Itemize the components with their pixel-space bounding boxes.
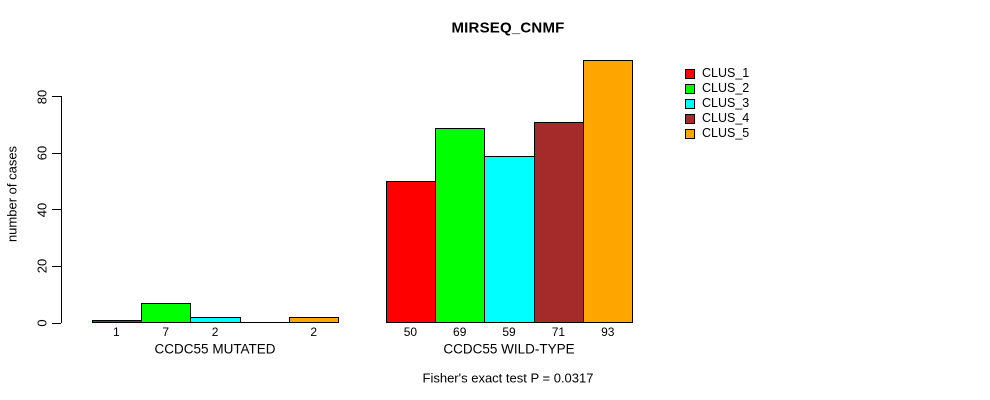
bar-clus_3-mutated <box>190 317 241 323</box>
legend-swatch-icon <box>685 128 695 139</box>
bar-clus_3-wildtype <box>484 155 535 323</box>
y-tick-label: 60 <box>34 145 50 161</box>
legend: CLUS_1 CLUS_2 CLUS_3 CLUS_4 CLUS_5 <box>685 66 749 141</box>
legend-label: CLUS_3 <box>702 96 750 110</box>
legend-label: CLUS_1 <box>702 66 750 80</box>
bar-clus_5-wildtype <box>583 59 634 323</box>
legend-swatch-icon <box>685 113 695 124</box>
y-axis-title: number of cases <box>4 145 20 243</box>
y-tick <box>52 152 61 154</box>
legend-swatch-icon <box>685 98 695 109</box>
y-tick <box>52 209 61 211</box>
bar-value-label: 93 <box>601 324 615 339</box>
legend-item: CLUS_5 <box>685 126 749 141</box>
legend-label: CLUS_5 <box>702 126 750 140</box>
bar-clus_1-mutated <box>91 320 143 323</box>
bar-clus_2-mutated <box>141 303 192 323</box>
y-tick <box>52 322 61 324</box>
chart-title: MIRSEQ_CNMF <box>451 19 565 37</box>
bar-clus_4-mutated <box>239 322 291 323</box>
bar-value-label: 7 <box>162 324 170 339</box>
y-axis-line <box>61 96 62 323</box>
legend-item: CLUS_1 <box>685 66 749 81</box>
y-tick <box>52 96 61 97</box>
legend-label: CLUS_4 <box>702 111 750 125</box>
bar-value-label: 71 <box>551 324 566 339</box>
category-label: CCDC55 WILD-TYPE <box>443 341 575 356</box>
bar-value-label: 50 <box>403 324 418 339</box>
bar-clus_5-mutated <box>289 317 340 323</box>
y-tick <box>52 265 61 267</box>
legend-swatch-icon <box>685 83 695 94</box>
category-label: CCDC55 MUTATED <box>154 341 276 356</box>
legend-item: CLUS_2 <box>685 81 749 96</box>
bar-clus_4-wildtype <box>533 121 585 323</box>
bar-clus_2-wildtype <box>435 127 486 323</box>
legend-label: CLUS_2 <box>702 81 750 95</box>
bar-value-label: 2 <box>211 324 219 339</box>
legend-item: CLUS_3 <box>685 96 749 111</box>
bar-value-label: 1 <box>113 324 120 339</box>
legend-item: CLUS_4 <box>685 111 749 126</box>
y-tick-label: 0 <box>34 319 50 327</box>
bar-value-label: 59 <box>502 324 516 339</box>
y-tick-label: 20 <box>34 259 50 274</box>
fisher-test-annotation: Fisher's exact test P = 0.0317 <box>422 370 594 386</box>
y-tick-label: 40 <box>34 202 50 217</box>
bar-value-label: 2 <box>310 324 318 339</box>
y-tick-label: 80 <box>34 89 50 104</box>
legend-swatch-icon <box>685 68 695 79</box>
bar-value-label: 69 <box>453 324 467 339</box>
bar-clus_1-wildtype <box>385 181 437 323</box>
